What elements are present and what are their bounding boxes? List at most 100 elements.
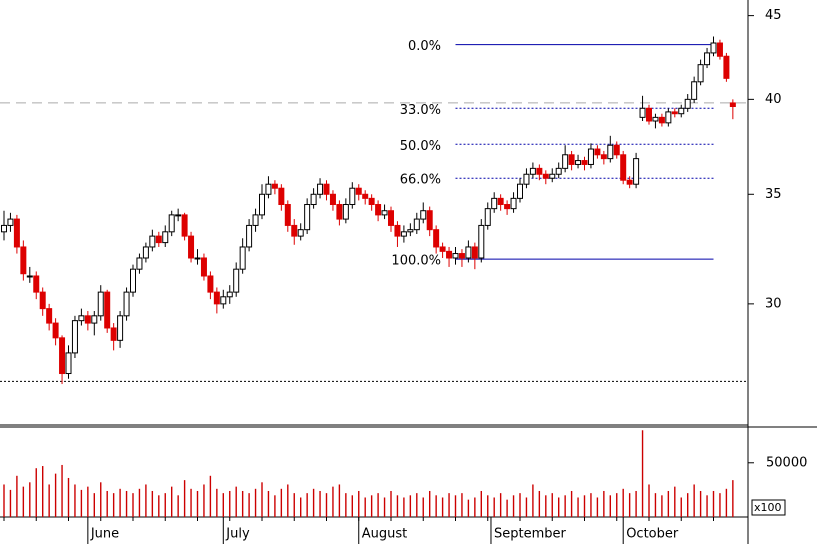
candle-body [510,197,517,210]
candle-body [207,275,214,293]
candle-body [7,218,14,226]
candle-body [452,253,459,259]
x-tick-label: August [362,527,408,542]
fib-label: 100.0% [391,254,441,269]
x-tick-label: June [90,527,119,542]
candle-body [587,148,594,165]
candle-body [375,204,382,216]
candle-body [704,52,711,66]
candle-body [46,308,53,324]
candle-body [130,268,136,293]
candle-body [471,246,478,259]
candle-body [620,154,627,181]
candle-body [65,352,72,375]
candle-body [446,250,453,259]
candle-body [155,235,162,244]
y-tick-label: 50000 [766,455,807,470]
candle-body [613,144,620,156]
candle-body [368,197,375,206]
candle-body [200,257,207,277]
candle-body [581,160,588,165]
candle-body [181,214,188,237]
candle-body [555,167,562,175]
candle-body [575,160,582,165]
candle-body [239,246,246,270]
candle-body [684,98,691,109]
candle-body [336,204,343,220]
candle-body [91,315,98,324]
candle-body [633,158,640,185]
candle-body [349,187,356,206]
candle-body [523,173,530,185]
candle-body [284,204,291,226]
candle-body [465,246,472,259]
candle-body [110,327,117,341]
candle-body [271,183,278,189]
candle-body [117,315,124,341]
candle-body [671,111,678,115]
candle-body [568,154,575,165]
candle-body [658,116,665,124]
candle-body [388,210,394,226]
candle-body [381,210,388,216]
y-tick-label: 30 [765,296,782,311]
candle-body [162,231,169,244]
candle-body [194,257,201,260]
candle-body [149,235,156,248]
candle-body [536,167,543,175]
candle-body [478,224,485,259]
candle-body [123,291,130,317]
candle-body [652,116,659,122]
candle-body [304,204,311,231]
candle-body [394,224,401,237]
candle-body [39,291,46,310]
candle-body [607,144,614,160]
candle-body [175,214,182,217]
candle-body [329,193,336,206]
candle-body [33,275,40,293]
candle-body [710,42,717,54]
y-tick-label: 40 [765,92,782,107]
x-tick-label: September [494,527,567,542]
fib-label: 0.0% [408,39,441,54]
candle-body [426,210,433,231]
candle-body [265,183,272,195]
candle-body [188,235,195,259]
candle-body [407,229,414,233]
candle-body [20,246,27,275]
candle-body [716,42,723,57]
candle-body [97,291,104,317]
candle-body [665,111,672,124]
candle-body [26,275,33,278]
x-tick-label: July [225,527,250,542]
y-tick-label: 35 [765,187,782,202]
candle-body [84,315,91,324]
candle-body [136,257,143,270]
candle-body [697,64,704,83]
candle-body [439,246,446,252]
candle-body [458,253,465,259]
candle-body [497,197,504,206]
candle-body [168,214,175,233]
candle-body [691,81,698,100]
candle-body [529,167,536,175]
candle-body [723,55,730,79]
candle-body [626,179,633,185]
candle-body [233,268,240,293]
candle-body [220,296,227,305]
candle-body [549,173,556,179]
candle-body [71,320,78,354]
candle-body [297,229,304,237]
volume-unit: x100 [754,501,782,514]
candle-body [104,291,111,329]
candle-body [310,193,317,206]
candle-body [594,148,601,156]
candle-body [413,218,420,231]
y-tick-label: 45 [765,8,782,23]
candle-body [420,210,427,220]
candle-body [291,224,298,237]
candle-body [317,183,324,195]
fib-label: 50.0% [400,139,441,154]
candle-body [355,187,362,195]
